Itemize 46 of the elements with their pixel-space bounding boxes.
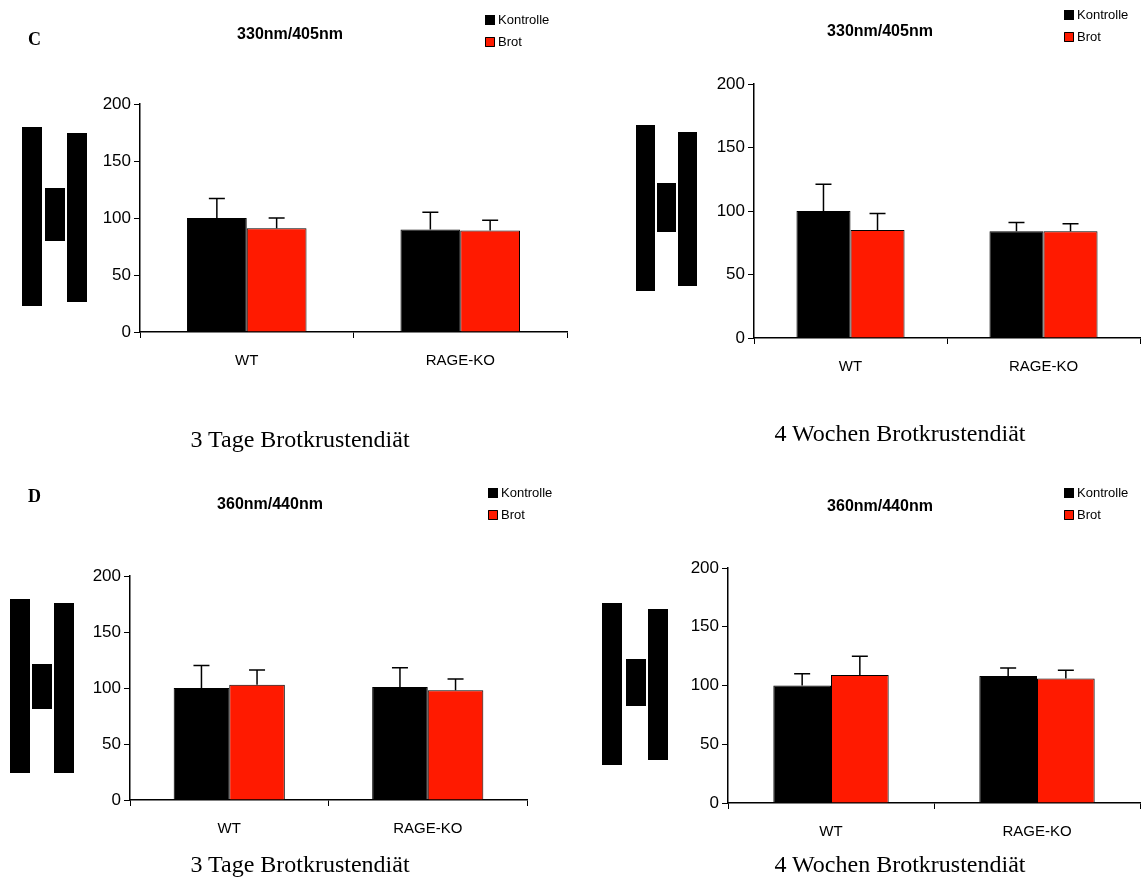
y-tick-label: 100	[690, 675, 719, 695]
y-tick-label: 100	[92, 677, 121, 697]
y-tick-label: 0	[735, 327, 745, 347]
legend-label: Brot	[1077, 506, 1102, 522]
x-axis-title: 4 Wochen Brotkrustendiät	[774, 851, 1026, 878]
x-tick-label: RAGE-KO	[425, 351, 495, 369]
chart-title: 330nm/405nm	[827, 22, 933, 40]
x-tick-label: WT	[838, 357, 863, 375]
legend-label: Brot	[501, 506, 526, 522]
y-tick-label: 200	[92, 565, 121, 585]
x-axis-title: 3 Tage Brotkrustendiät	[190, 851, 410, 878]
y-tick-label: 200	[690, 557, 719, 577]
y-tick-label: 150	[102, 150, 131, 170]
x-tick-label: WT	[217, 819, 241, 837]
legend-label: Kontrolle	[1077, 484, 1129, 500]
chart-title: 360nm/440nm	[217, 495, 323, 513]
x-tick-label: RAGE-KO	[1008, 357, 1079, 375]
y-tick-label: 100	[716, 200, 745, 220]
x-tick-label: WT	[819, 822, 843, 840]
y-tick-label: 150	[690, 616, 719, 636]
legend-label: Kontrolle	[1077, 6, 1129, 22]
text: C	[28, 28, 41, 49]
y-tick-label: 0	[111, 789, 121, 809]
y-tick-label: 200	[102, 93, 131, 113]
chart-title: 330nm/405nm	[237, 25, 343, 43]
y-tick-label: 50	[700, 733, 719, 753]
x-axis-title: 4 Wochen Brotkrustendiät	[774, 420, 1026, 447]
x-tick-label: RAGE-KO	[1002, 822, 1072, 840]
y-tick-label: 50	[102, 733, 121, 753]
legend-label: Kontrolle	[501, 484, 553, 500]
y-tick-label: 0	[121, 321, 131, 341]
y-tick-label: 200	[716, 73, 745, 93]
y-tick-label: 150	[716, 137, 745, 157]
chart-title: 360nm/440nm	[827, 497, 933, 515]
y-tick-label: 0	[709, 792, 719, 812]
text: D	[28, 485, 41, 506]
legend-label: Brot	[1077, 28, 1102, 44]
y-tick-label: 50	[726, 264, 745, 284]
legend-label: Kontrolle	[498, 11, 550, 27]
x-tick-label: RAGE-KO	[393, 819, 463, 837]
y-tick-label: 150	[92, 621, 121, 641]
x-axis-title: 3 Tage Brotkrustendiät	[190, 426, 410, 453]
x-tick-label: WT	[235, 351, 259, 369]
y-tick-label: 50	[112, 264, 131, 284]
y-tick-label: 100	[102, 207, 131, 227]
legend-label: Brot	[498, 33, 523, 49]
